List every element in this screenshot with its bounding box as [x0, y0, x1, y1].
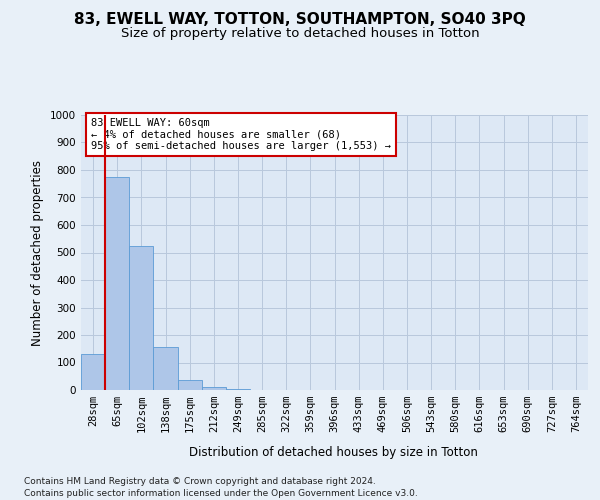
Y-axis label: Number of detached properties: Number of detached properties [31, 160, 44, 346]
Text: Contains HM Land Registry data © Crown copyright and database right 2024.: Contains HM Land Registry data © Crown c… [24, 478, 376, 486]
Bar [105, 177, 129, 390]
Bar [202, 387, 226, 390]
Text: Contains public sector information licensed under the Open Government Licence v3: Contains public sector information licen… [24, 489, 418, 498]
Bar [154, 348, 178, 390]
Bar [178, 380, 202, 390]
Text: Distribution of detached houses by size in Totton: Distribution of detached houses by size … [188, 446, 478, 459]
Bar [129, 246, 154, 390]
Text: 83 EWELL WAY: 60sqm
← 4% of detached houses are smaller (68)
95% of semi-detache: 83 EWELL WAY: 60sqm ← 4% of detached hou… [91, 118, 391, 151]
Text: Size of property relative to detached houses in Totton: Size of property relative to detached ho… [121, 28, 479, 40]
Bar [81, 354, 105, 390]
Text: 83, EWELL WAY, TOTTON, SOUTHAMPTON, SO40 3PQ: 83, EWELL WAY, TOTTON, SOUTHAMPTON, SO40… [74, 12, 526, 28]
